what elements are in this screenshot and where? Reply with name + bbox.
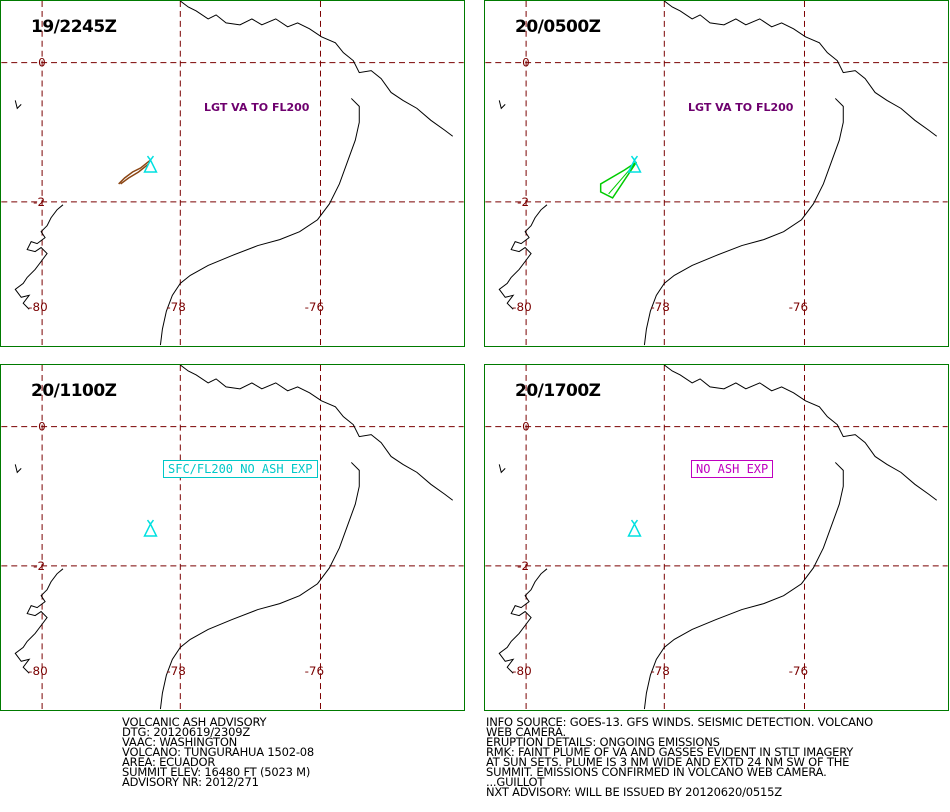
border-line bbox=[159, 98, 360, 346]
lat-label-0: 0 bbox=[38, 56, 46, 70]
ash-plume-polygon bbox=[599, 161, 638, 199]
ash-forecast-label: LGT VA TO FL200 bbox=[688, 101, 794, 114]
advisory-line: WEB CAMERA. bbox=[486, 725, 566, 739]
coastline-north bbox=[180, 1, 454, 137]
lon-label-76: -76 bbox=[789, 300, 808, 314]
advisory-line: ADVISORY NR: 2012/271 bbox=[122, 775, 259, 789]
volcano-icon bbox=[143, 519, 158, 537]
advisory-line: VOLCANIC ASH ADVISORY bbox=[122, 715, 267, 729]
advisory-line: AREA: ECUADOR bbox=[122, 755, 216, 769]
lon-label-78: -78 bbox=[650, 300, 669, 314]
coastline-north bbox=[180, 365, 454, 501]
coastline-west bbox=[14, 568, 64, 674]
map-canvas: 0 -2 -80 -78 -76 bbox=[485, 1, 948, 346]
lon-label-78: -78 bbox=[166, 664, 185, 678]
lon-label-80: -80 bbox=[28, 664, 47, 678]
coastline-west-mark bbox=[498, 100, 506, 110]
coastline-west-mark bbox=[14, 100, 22, 110]
advisory-line: ...GUILLOT bbox=[486, 775, 545, 789]
advisory-line: SUMMIT ELEV: 16480 FT (5023 M) bbox=[122, 765, 311, 779]
map-canvas: 0 -2 -80 -78 -76 bbox=[485, 365, 948, 710]
lon-label-76: -76 bbox=[789, 664, 808, 678]
advisory-details-text: INFO SOURCE: GOES-13. GFS WINDS. SEISMIC… bbox=[486, 715, 874, 799]
lat-label-0: 0 bbox=[522, 420, 530, 434]
advisory-line: INFO SOURCE: GOES-13. GFS WINDS. SEISMIC… bbox=[486, 715, 874, 729]
lat-label-minus2: -2 bbox=[33, 195, 45, 209]
lat-label-0: 0 bbox=[38, 420, 46, 434]
lon-label-78: -78 bbox=[650, 664, 669, 678]
lat-label-minus2: -2 bbox=[33, 559, 45, 573]
lon-label-76: -76 bbox=[305, 300, 324, 314]
lon-label-80: -80 bbox=[28, 300, 47, 314]
lon-label-80: -80 bbox=[512, 300, 531, 314]
valid-time-label: 20/0500Z bbox=[515, 17, 601, 37]
coastline-north bbox=[664, 365, 938, 501]
no-ash-forecast-label: SFC/FL200 NO ASH EXP bbox=[163, 460, 318, 478]
coastline-north bbox=[664, 1, 938, 137]
advisory-line: VAAC: WASHINGTON bbox=[122, 735, 238, 749]
ash-plume-line bbox=[118, 159, 151, 185]
border-line bbox=[643, 98, 844, 346]
forecast-panel-4: 0 -2 -80 -78 -76 20/1700Z NO ASH EXP bbox=[484, 364, 949, 711]
border-line bbox=[159, 462, 360, 710]
advisory-line: VOLCANO: TUNGURAHUA 1502-08 bbox=[122, 745, 315, 759]
lat-label-minus2: -2 bbox=[517, 559, 529, 573]
valid-time-label: 20/1100Z bbox=[31, 381, 117, 401]
forecast-panel-1: 0 -2 -80 -78 -76 19/2245Z LGT VA TO FL200 bbox=[0, 0, 465, 347]
forecast-panel-2: 0 -2 -80 -78 -76 20/0500Z LGT VA TO FL200 bbox=[484, 0, 949, 347]
forecast-panel-3: 0 -2 -80 -78 -76 20/1100Z SFC/FL200 NO ASH EXP bbox=[0, 364, 465, 711]
advisory-line: AT SUN SETS. PLUME IS 3 NM WIDE AND EXTD… bbox=[486, 755, 850, 769]
border-line bbox=[643, 462, 844, 710]
coastline-west bbox=[498, 204, 548, 310]
coastline-west-mark bbox=[14, 464, 22, 474]
map-canvas: 0 -2 -80 -78 -76 bbox=[1, 1, 464, 346]
map-canvas: 0 -2 -80 -78 -76 bbox=[1, 365, 464, 710]
lat-label-0: 0 bbox=[522, 56, 530, 70]
advisory-line: RMK: FAINT PLUME OF VA AND GASSES EVIDEN… bbox=[486, 745, 854, 759]
advisory-header-text: VOLCANIC ASH ADVISORY DTG: 20120619/2309Z… bbox=[122, 715, 315, 789]
valid-time-label: 20/1700Z bbox=[515, 381, 601, 401]
volcano-icon bbox=[627, 155, 642, 173]
advisory-line: SUMMIT. EMISSIONS CONFIRMED IN VOLCANO W… bbox=[486, 765, 827, 779]
valid-time-label: 19/2245Z bbox=[31, 17, 117, 37]
ash-forecast-label: LGT VA TO FL200 bbox=[204, 101, 310, 114]
volcano-icon bbox=[627, 519, 642, 537]
advisory-line: DTG: 20120619/2309Z bbox=[122, 725, 251, 739]
advisory-line: NXT ADVISORY: WILL BE ISSUED BY 20120620… bbox=[486, 785, 782, 799]
coastline-west bbox=[498, 568, 548, 674]
lon-label-78: -78 bbox=[166, 300, 185, 314]
lat-label-minus2: -2 bbox=[517, 195, 529, 209]
no-ash-forecast-label: NO ASH EXP bbox=[691, 460, 774, 478]
coastline-west bbox=[14, 204, 64, 310]
lon-label-80: -80 bbox=[512, 664, 531, 678]
volcano-icon bbox=[143, 155, 158, 173]
lon-label-76: -76 bbox=[305, 664, 324, 678]
coastline-west-mark bbox=[498, 464, 506, 474]
advisory-line: ERUPTION DETAILS: ONGOING EMISSIONS bbox=[486, 735, 720, 749]
